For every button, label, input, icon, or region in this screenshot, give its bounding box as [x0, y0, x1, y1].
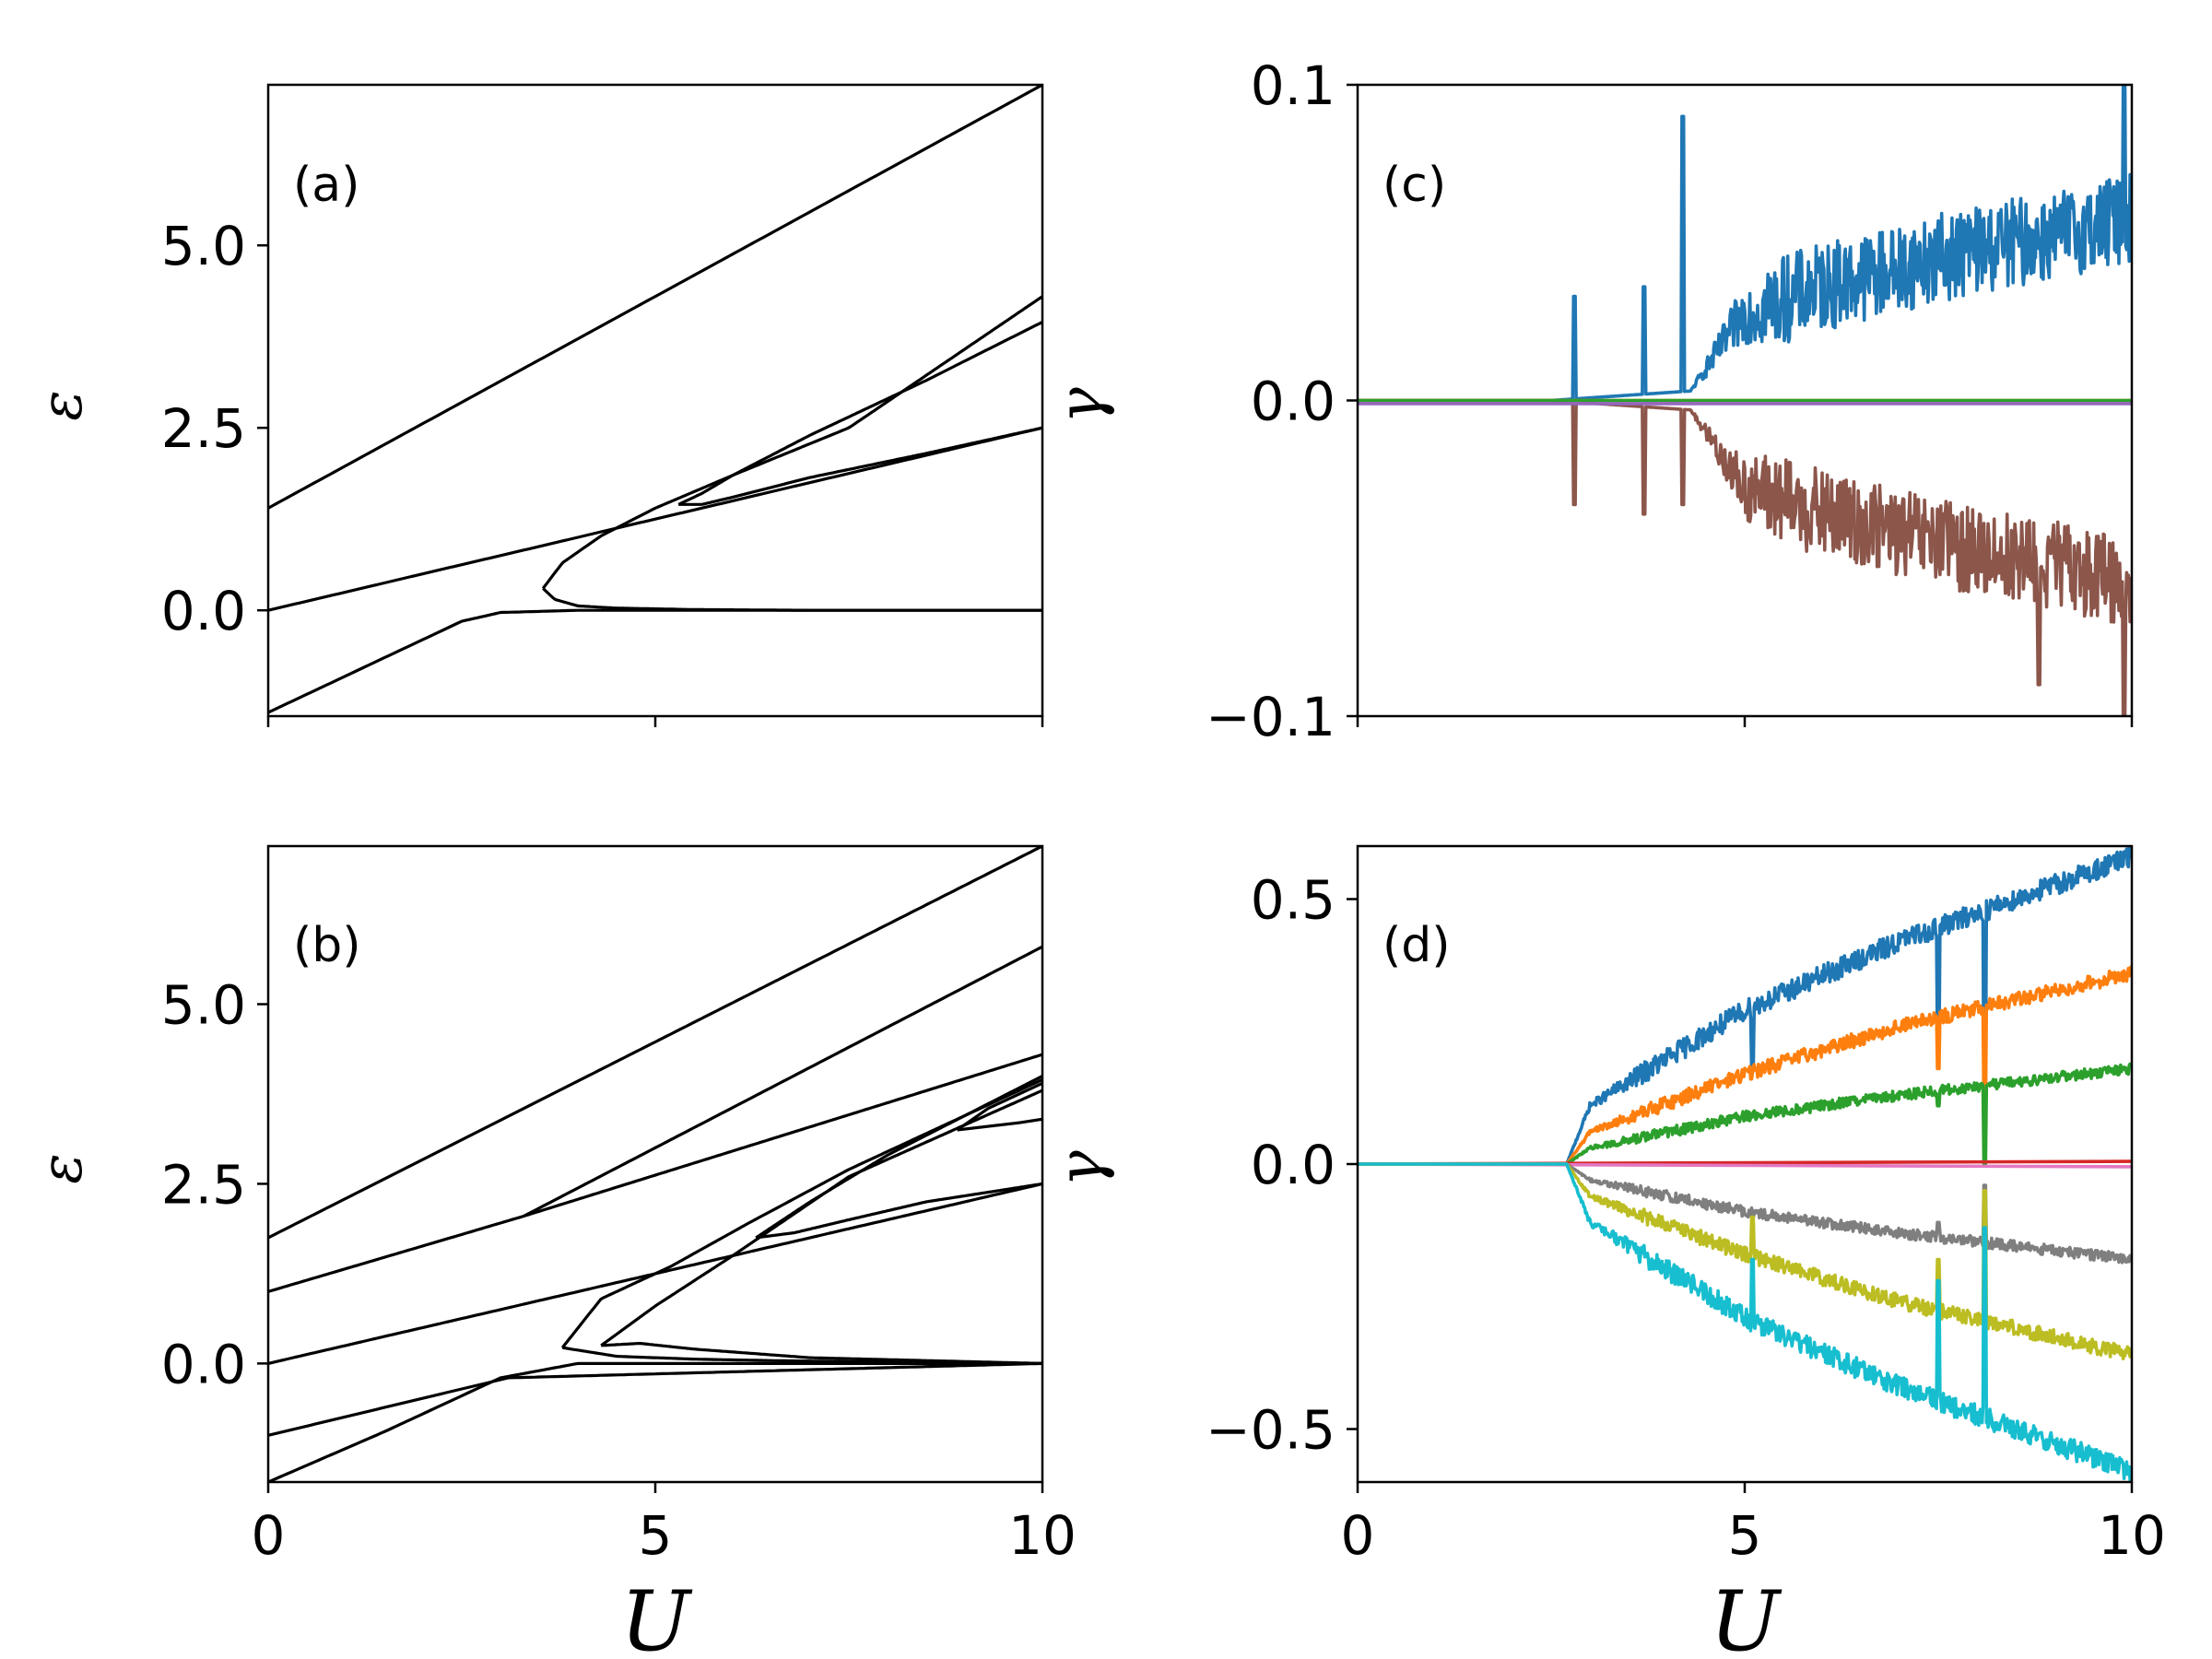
panel-b-xlabel: U: [620, 1573, 693, 1659]
panel-d-xlabel: U: [1710, 1573, 1783, 1659]
panel-b-frame: [266, 844, 1044, 1484]
panel-b-ticks: 0 5 10 0.0 2.5 5.0: [161, 974, 1077, 1567]
ytick-label-d-2: 0.5: [1251, 869, 1335, 932]
series-a-level-1: [268, 85, 1042, 510]
panel-c: −0.1 0.0 0.1 (c) γ: [1045, 54, 2134, 748]
panel-a-ylabel: ε: [28, 390, 95, 420]
ytick-label-d-1: 0.0: [1251, 1134, 1335, 1196]
panel-a: 0.0 2.5 5.0 (a) ε: [28, 83, 1044, 727]
ytick-label-c-1: 0.0: [1251, 371, 1335, 433]
series-b-level-1: [268, 846, 1042, 1240]
series-b-branch-3-upper: [755, 1075, 1042, 1240]
panel-d-lines: [1358, 846, 2132, 1482]
panel-d-ylabel: γ: [1045, 1150, 1116, 1187]
panel-c-ylabel: γ: [1045, 387, 1116, 424]
ytick-label-a-0: 0.0: [161, 580, 246, 642]
panel-c-label: (c): [1382, 158, 1446, 213]
xtick-label-d-1: 5: [1728, 1504, 1762, 1567]
series-b-branch-4-upper: [956, 1081, 1042, 1132]
ytick-label-d-0: −0.5: [1206, 1399, 1335, 1462]
panel-d-label: (d): [1382, 918, 1451, 973]
ytick-label-a-1: 2.5: [161, 397, 246, 460]
series-b-level-2: [268, 945, 1042, 1293]
series-b-level-4: [268, 1361, 1042, 1437]
series-a-branch-small-b: [678, 426, 1042, 506]
panel-b-label: (b): [293, 918, 361, 973]
series-b-branch-3: [756, 1182, 1042, 1240]
panel-c-lines: [1358, 85, 2132, 716]
xtick-label-b-1: 5: [639, 1504, 673, 1567]
xtick-label-b-0: 0: [252, 1504, 286, 1567]
ytick-label-a-2: 5.0: [161, 215, 246, 277]
ytick-label-c-0: −0.1: [1206, 686, 1335, 748]
series-a-branch-lower: [542, 587, 1042, 612]
panel-c-ticks: −0.1 0.0 0.1: [1206, 54, 2134, 748]
panel-d-ticks: 0 5 10 −0.5 0.0 0.5: [1206, 869, 2166, 1568]
series-b-level-2b: [523, 1053, 1042, 1218]
series-b-branch-2: [601, 1342, 1042, 1365]
series-c-blue: [1358, 85, 2132, 403]
series-b-level-5: [268, 1361, 1042, 1482]
panel-a-ticks: 0.0 2.5 5.0: [161, 215, 1044, 727]
panel-b-ylabel: ε: [28, 1153, 95, 1183]
panel-a-label: (a): [293, 158, 359, 213]
series-c-brown: [1358, 398, 2132, 716]
panel-b: 0 5 10 0.0 2.5 5.0 (b) ε U: [28, 844, 1077, 1659]
panel-a-frame: [266, 83, 1044, 718]
series-d-orange: [1358, 965, 2132, 1166]
series-a-level-3: [268, 608, 1042, 714]
series-b-branch-4: [956, 1117, 1042, 1132]
panel-a-lines: [268, 85, 1042, 714]
xtick-label-b-2: 10: [1008, 1504, 1077, 1567]
series-d-olive: [1358, 1162, 2132, 1360]
ytick-label-b-2: 5.0: [161, 974, 246, 1037]
series-a-level-2: [268, 426, 1042, 612]
series-d-green: [1358, 1062, 2132, 1166]
ytick-label-b-0: 0.0: [161, 1333, 246, 1395]
series-a-branch-upper: [541, 295, 1042, 590]
ytick-label-c-2: 0.1: [1251, 54, 1335, 117]
xtick-label-d-0: 0: [1341, 1504, 1375, 1567]
xtick-label-d-2: 10: [2098, 1504, 2166, 1567]
series-d-cyan: [1358, 1162, 2132, 1482]
ytick-label-b-1: 2.5: [161, 1153, 246, 1216]
panel-b-lines: [268, 846, 1042, 1482]
series-a-branch-small-a: [677, 320, 1042, 506]
panel-d: 0 5 10 −0.5 0.0 0.5 (d) U γ: [1045, 844, 2166, 1659]
